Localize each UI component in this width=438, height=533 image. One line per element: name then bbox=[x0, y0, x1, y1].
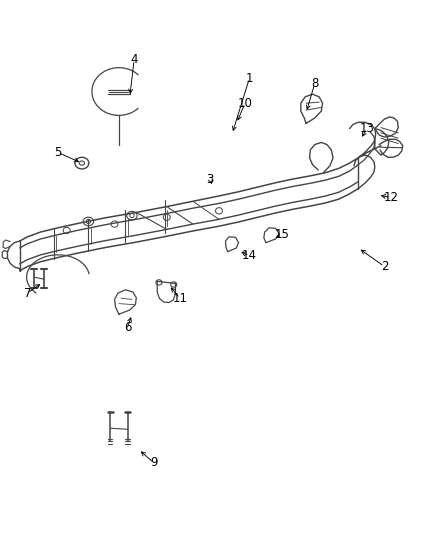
Text: 5: 5 bbox=[54, 146, 62, 159]
Text: 8: 8 bbox=[311, 77, 318, 90]
Text: 9: 9 bbox=[150, 456, 158, 469]
Text: 2: 2 bbox=[381, 260, 388, 273]
Text: 13: 13 bbox=[360, 122, 374, 135]
Text: 7: 7 bbox=[24, 287, 31, 300]
Text: 10: 10 bbox=[238, 96, 253, 110]
Text: 15: 15 bbox=[275, 228, 290, 241]
Text: 14: 14 bbox=[242, 249, 257, 262]
Text: 1: 1 bbox=[246, 72, 253, 85]
Text: 12: 12 bbox=[383, 191, 399, 204]
Text: 6: 6 bbox=[124, 321, 131, 334]
Text: 11: 11 bbox=[172, 292, 187, 305]
Text: 3: 3 bbox=[207, 173, 214, 185]
Text: 4: 4 bbox=[131, 53, 138, 66]
